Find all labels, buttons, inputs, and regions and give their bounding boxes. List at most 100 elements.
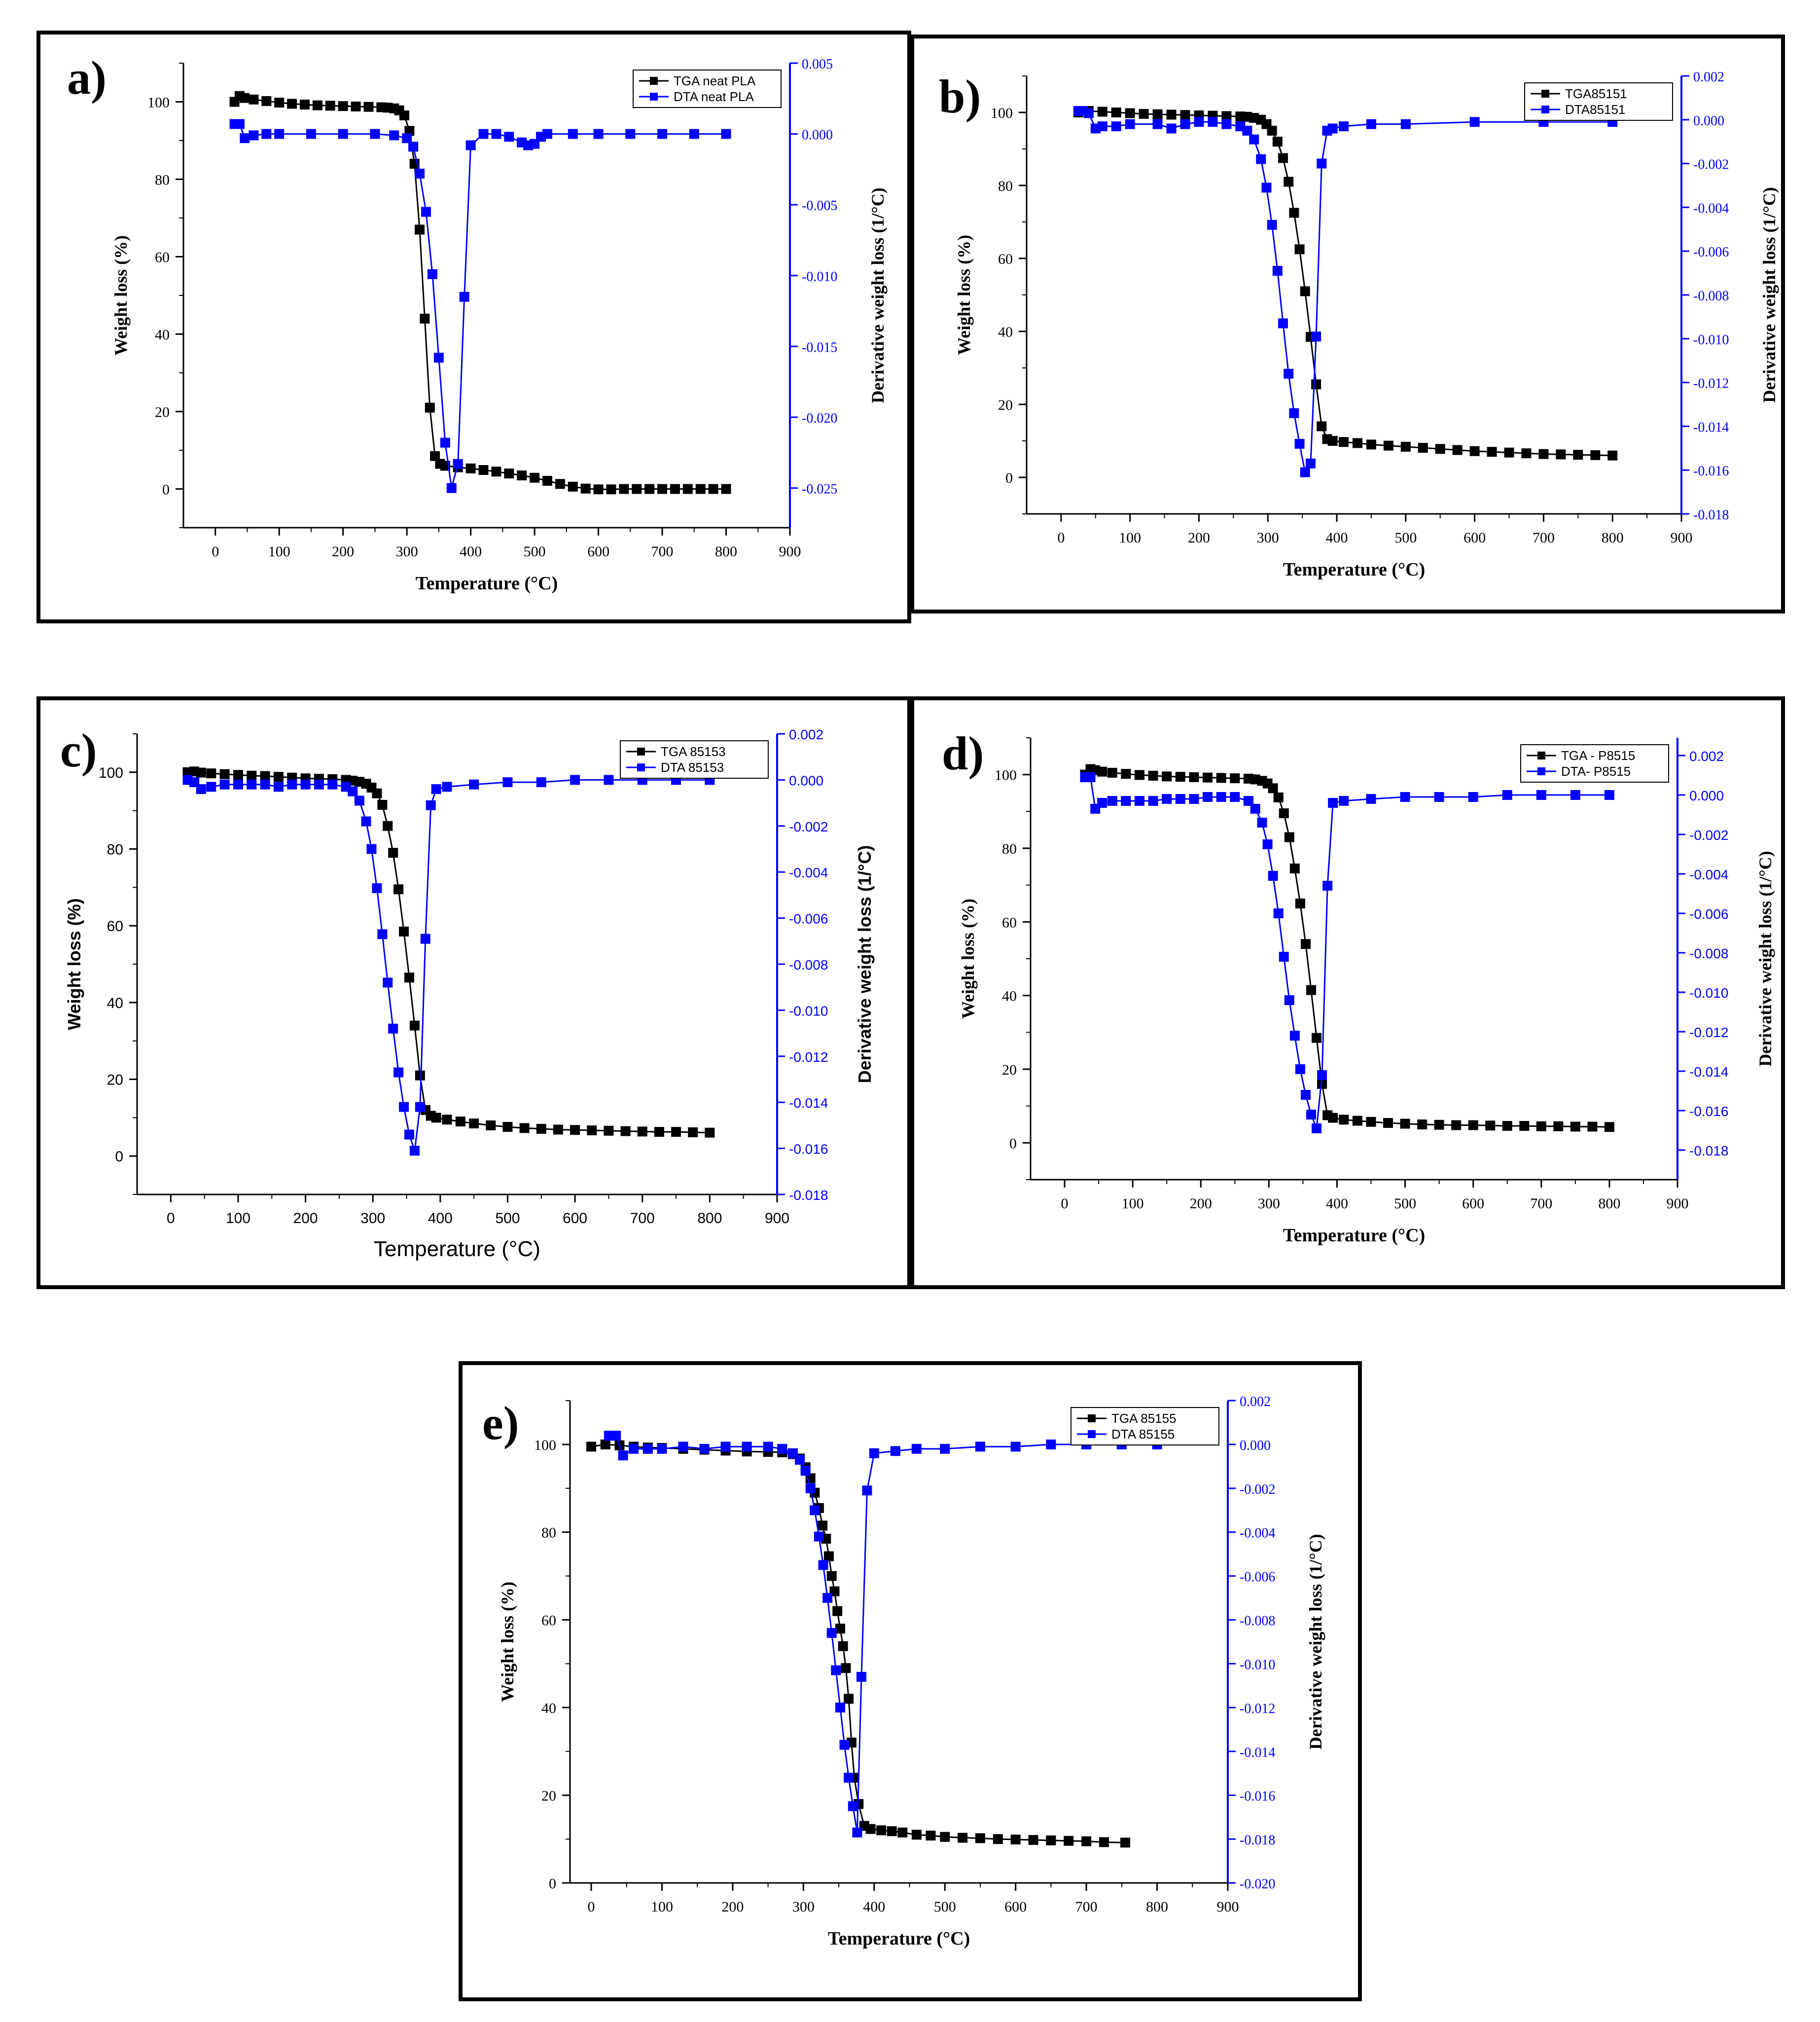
data-point <box>777 1444 787 1454</box>
data-point <box>1434 1119 1444 1130</box>
data-point <box>1180 119 1190 129</box>
x-axis-title: Temperature (°C) <box>1283 1225 1426 1246</box>
x-tick-label: 200 <box>1188 530 1210 546</box>
data-point <box>805 1483 816 1493</box>
x-tick-label: 300 <box>1258 1195 1280 1212</box>
y2-tick-label: -0.004 <box>1693 201 1729 216</box>
series-line <box>187 770 710 1134</box>
x-tick-label: 100 <box>226 1210 250 1227</box>
y2-axis-title: Derivative weight loss (1/°C) <box>855 845 875 1083</box>
data-point <box>517 470 527 481</box>
data-point <box>835 1624 845 1634</box>
data-point <box>657 1444 667 1454</box>
data-point <box>1166 109 1177 120</box>
data-point <box>1257 818 1267 828</box>
x-tick-label: 200 <box>1190 1195 1212 1212</box>
data-point <box>742 1442 752 1452</box>
data-point <box>446 483 457 493</box>
data-point <box>1469 446 1480 456</box>
data-point <box>1366 794 1376 804</box>
data-point <box>1604 790 1614 800</box>
data-point <box>478 465 489 475</box>
data-point <box>1289 208 1299 218</box>
data-point <box>1134 796 1144 806</box>
data-point <box>415 1070 425 1081</box>
data-point <box>831 1665 841 1675</box>
data-point <box>465 463 476 473</box>
legend-label: DTA 85155 <box>1111 1427 1175 1442</box>
data-point <box>1317 158 1327 169</box>
y2-axis-title: Derivative weight loss (1/°C) <box>1306 1534 1325 1749</box>
y-tick-label: 60 <box>1002 914 1017 931</box>
data-point <box>1289 408 1299 418</box>
data-point <box>469 1119 479 1129</box>
data-point <box>327 779 338 790</box>
data-point <box>274 98 285 108</box>
series-line <box>1078 110 1613 474</box>
data-point <box>1216 792 1226 802</box>
data-point <box>415 169 425 179</box>
data-point <box>832 1606 843 1616</box>
data-point <box>1468 792 1478 802</box>
data-point <box>388 848 398 858</box>
y-tick-label: 20 <box>107 1072 123 1088</box>
y-tick-label: 0 <box>1005 470 1013 486</box>
data-point <box>1249 134 1259 144</box>
data-point <box>306 129 316 139</box>
y2-axis-title: Derivative weight loss (1/°C) <box>1755 851 1775 1066</box>
data-point <box>654 1127 664 1137</box>
data-point <box>430 451 440 461</box>
series-line <box>234 95 726 490</box>
data-point <box>1312 1033 1322 1043</box>
data-point <box>1502 1120 1512 1131</box>
x-tick-label: 600 <box>587 543 609 560</box>
data-point <box>1590 450 1601 460</box>
data-point <box>1152 109 1163 119</box>
data-point <box>1097 766 1107 777</box>
y2-tick-label: -0.014 <box>1689 1064 1728 1080</box>
y-tick-label: 0 <box>549 1876 556 1892</box>
x-tick-label: 600 <box>1462 1195 1484 1212</box>
data-point <box>420 314 430 324</box>
data-point <box>431 784 441 794</box>
y2-tick-label: -0.010 <box>1689 985 1728 1001</box>
data-point <box>1366 1117 1376 1127</box>
y2-axis-title: Derivative weight loss (1/°C) <box>868 187 888 403</box>
data-point <box>940 1444 950 1454</box>
data-point <box>570 1125 580 1135</box>
data-point <box>632 484 642 494</box>
data-point <box>415 224 425 235</box>
y-tick-label: 20 <box>155 404 170 421</box>
data-point <box>862 1485 872 1496</box>
data-point <box>1317 1079 1327 1089</box>
data-point <box>504 132 514 142</box>
data-point <box>975 1442 985 1452</box>
x-tick-label: 400 <box>863 1899 885 1915</box>
data-point <box>486 1120 496 1130</box>
x-tick-label: 800 <box>1146 1899 1168 1915</box>
data-point <box>1328 798 1338 808</box>
data-point <box>196 784 206 794</box>
data-point <box>657 129 668 139</box>
y-tick-label: 0 <box>115 1149 123 1165</box>
data-point <box>705 1127 715 1138</box>
y2-tick-label: -0.014 <box>789 1095 828 1111</box>
data-point <box>442 782 452 792</box>
data-point <box>426 800 436 810</box>
data-point <box>1010 1442 1021 1452</box>
data-point <box>1152 119 1163 129</box>
y-axis-title: Weight loss (%) <box>64 898 84 1030</box>
data-point <box>383 977 393 988</box>
x-tick-label: 300 <box>360 1210 385 1227</box>
data-point <box>852 1827 862 1838</box>
data-point <box>377 929 388 939</box>
data-point <box>196 767 206 778</box>
data-point <box>670 484 680 494</box>
y2-tick-label: -0.004 <box>1240 1526 1275 1541</box>
data-point <box>1162 794 1172 804</box>
y-tick-label: 80 <box>998 178 1013 194</box>
y2-tick-label: -0.010 <box>802 269 837 285</box>
data-point <box>604 1125 614 1136</box>
data-point <box>206 782 216 792</box>
y2-tick-label: -0.008 <box>1693 289 1729 304</box>
